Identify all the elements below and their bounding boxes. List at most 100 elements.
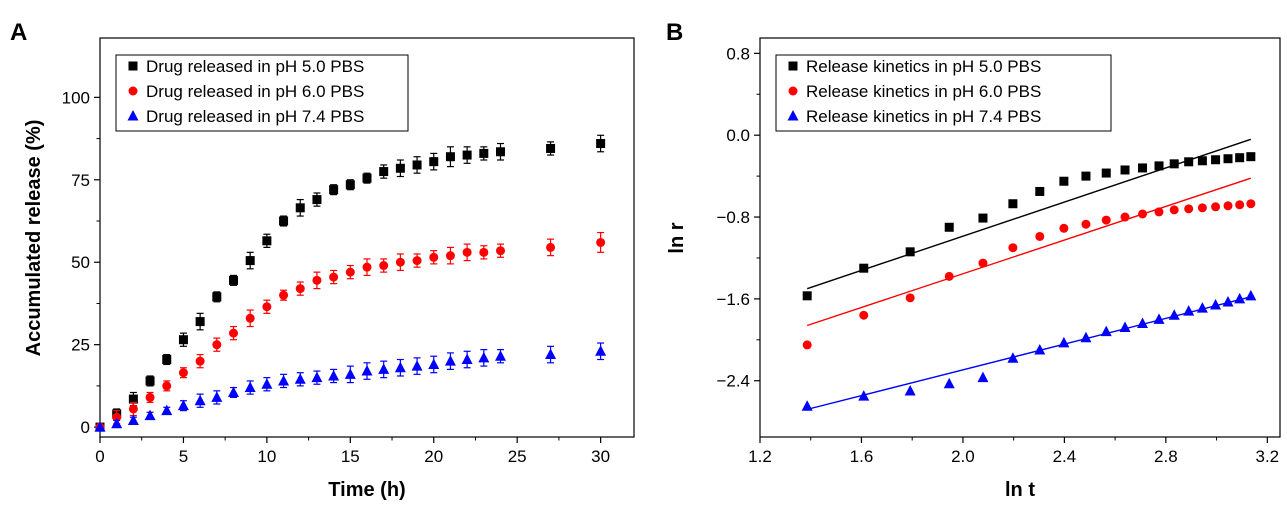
data-point — [194, 394, 206, 406]
x-tick-label: 20 — [424, 447, 443, 466]
legend-box — [115, 54, 409, 132]
data-point — [195, 317, 205, 327]
data-point — [1169, 159, 1179, 169]
series-1 — [95, 134, 606, 432]
data-point — [127, 414, 139, 426]
data-point — [479, 247, 489, 257]
data-point — [1235, 200, 1245, 210]
x-tick-label: 3.2 — [1255, 447, 1279, 466]
data-point — [177, 399, 189, 411]
legend-marker — [128, 86, 138, 96]
data-point — [1137, 317, 1149, 328]
data-point — [1246, 199, 1256, 209]
data-point — [412, 256, 422, 266]
x-tick-label: 5 — [179, 447, 188, 466]
data-point — [128, 404, 138, 414]
data-point — [905, 247, 915, 257]
fit-line — [806, 177, 1252, 327]
data-point — [1222, 295, 1234, 307]
data-point — [279, 216, 289, 226]
legend-marker — [787, 110, 799, 121]
legend-label: Drug released in pH 6.0 PBS — [146, 82, 364, 101]
data-point — [801, 400, 813, 411]
data-point — [1154, 207, 1164, 217]
data-point — [345, 180, 355, 190]
legend: Drug released in pH 5.0 PBS Drug released… — [115, 54, 409, 132]
data-point — [228, 386, 239, 397]
series-2 — [802, 177, 1256, 350]
legend-marker — [788, 61, 798, 71]
panel-b: B 1.2 1.6 2.0 2.4 2.8 3.2 0.8 0.0 −0.8 −1.6 −2.4 ln … — [666, 19, 1281, 501]
data-point — [943, 377, 955, 389]
x-tick-label: 25 — [508, 447, 527, 466]
data-point — [1169, 205, 1179, 215]
panel-letter: A — [10, 19, 27, 46]
y-tick-label: −0.8 — [716, 208, 750, 227]
data-point — [245, 256, 255, 266]
data-point — [345, 267, 355, 277]
data-point — [445, 152, 455, 162]
data-point — [329, 272, 339, 282]
legend-box — [775, 54, 1112, 132]
data-point — [1059, 223, 1069, 233]
data-point — [1058, 336, 1070, 348]
x-tick-label: 2.8 — [1154, 447, 1178, 466]
series-2 — [95, 231, 606, 432]
legend-marker — [128, 61, 138, 71]
data-point — [1008, 199, 1018, 209]
x-tick-label: 1.2 — [748, 447, 772, 466]
y-tick-label: 0.8 — [726, 44, 750, 63]
data-point — [479, 148, 489, 158]
data-point — [1008, 243, 1018, 253]
data-point — [944, 271, 954, 281]
data-point — [429, 157, 439, 167]
data-point — [244, 381, 256, 393]
data-point — [394, 361, 406, 373]
data-point — [1168, 309, 1180, 320]
data-point — [344, 368, 356, 379]
data-point — [445, 251, 455, 261]
data-point — [1245, 289, 1257, 301]
series-3 — [801, 289, 1257, 411]
data-point — [1119, 321, 1131, 333]
data-point — [279, 290, 289, 300]
data-point — [1101, 215, 1111, 225]
data-point — [1081, 171, 1091, 181]
x-axis-title: Time (h) — [328, 479, 405, 501]
data-point — [859, 310, 869, 320]
y-tick-label: −1.6 — [716, 290, 750, 309]
data-point — [905, 293, 915, 303]
data-point — [262, 302, 272, 312]
data-point — [1138, 209, 1148, 219]
x-tick-label: 2.4 — [1053, 447, 1077, 466]
data-point — [278, 374, 290, 386]
y-tick-label: 100 — [62, 88, 90, 107]
legend: Release kinetics in pH 5.0 PBS Release ki… — [775, 54, 1112, 132]
data-point — [1184, 204, 1194, 214]
data-point — [462, 150, 472, 160]
data-point — [412, 160, 422, 170]
legend-marker — [127, 110, 139, 121]
x-tick-label: 1.6 — [850, 447, 874, 466]
data-point — [212, 292, 222, 302]
data-point — [111, 417, 123, 429]
data-point — [195, 356, 205, 366]
data-point — [1211, 155, 1221, 165]
data-point — [229, 275, 238, 285]
x-axis-title: ln t — [1005, 479, 1035, 501]
data-point — [311, 371, 323, 383]
data-point — [904, 384, 916, 396]
data-point — [1184, 157, 1194, 167]
data-point — [178, 335, 188, 345]
data-point — [859, 263, 869, 273]
x-tick-label: 0 — [95, 447, 104, 466]
x-tick-label: 15 — [341, 447, 360, 466]
data-point — [178, 368, 188, 378]
data-point — [1120, 212, 1130, 222]
data-point — [462, 247, 472, 257]
x-tick-label: 30 — [591, 447, 610, 466]
data-point — [145, 376, 155, 386]
data-point — [1154, 161, 1164, 171]
data-point — [1153, 313, 1165, 324]
